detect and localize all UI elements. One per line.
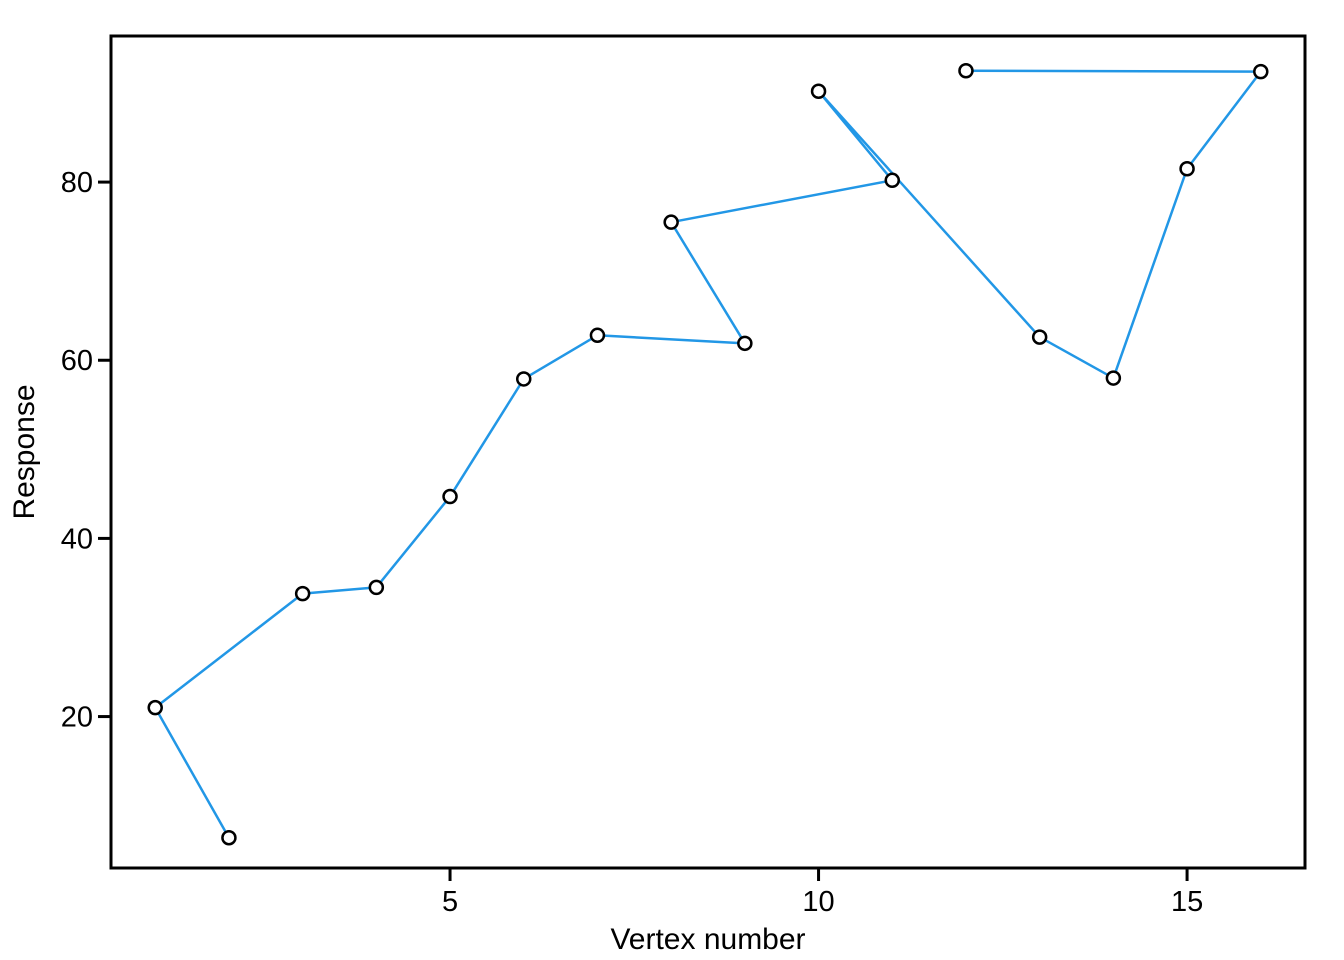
x-tick-label: 10 bbox=[802, 886, 834, 918]
data-point-7 bbox=[589, 327, 606, 344]
data-point-2 bbox=[221, 829, 237, 846]
data-point-10 bbox=[810, 83, 827, 99]
y-axis-label: Response bbox=[8, 384, 41, 519]
data-point-13 bbox=[1031, 329, 1048, 345]
data-point-16 bbox=[1253, 63, 1269, 80]
plot-area-border bbox=[109, 34, 1307, 870]
data-point-5 bbox=[442, 488, 458, 505]
y-tick-label: 80 bbox=[61, 167, 93, 199]
y-axis-ticks: 20 40 60 80 bbox=[61, 167, 111, 734]
data-point-12 bbox=[958, 62, 974, 79]
y-tick-label: 60 bbox=[61, 345, 93, 377]
data-point-3 bbox=[294, 585, 311, 602]
y-tick-label: 40 bbox=[61, 523, 93, 555]
data-point-8 bbox=[663, 214, 679, 230]
data-point-9 bbox=[737, 335, 753, 352]
x-axis-ticks: 5 10 15 bbox=[442, 868, 1203, 918]
data-point-1 bbox=[147, 699, 163, 716]
data-point-6 bbox=[515, 371, 532, 387]
data-point-14 bbox=[1105, 370, 1122, 386]
x-tick-label: 15 bbox=[1171, 886, 1203, 918]
x-tick-label: 5 bbox=[442, 886, 458, 918]
data-point-11 bbox=[884, 172, 901, 189]
data-series bbox=[147, 62, 1269, 846]
y-tick-label: 20 bbox=[61, 702, 93, 734]
data-point-15 bbox=[1179, 160, 1195, 177]
data-point-4 bbox=[368, 579, 385, 596]
data-polyline bbox=[153, 69, 1263, 839]
x-axis-label: Vertex number bbox=[610, 923, 805, 956]
